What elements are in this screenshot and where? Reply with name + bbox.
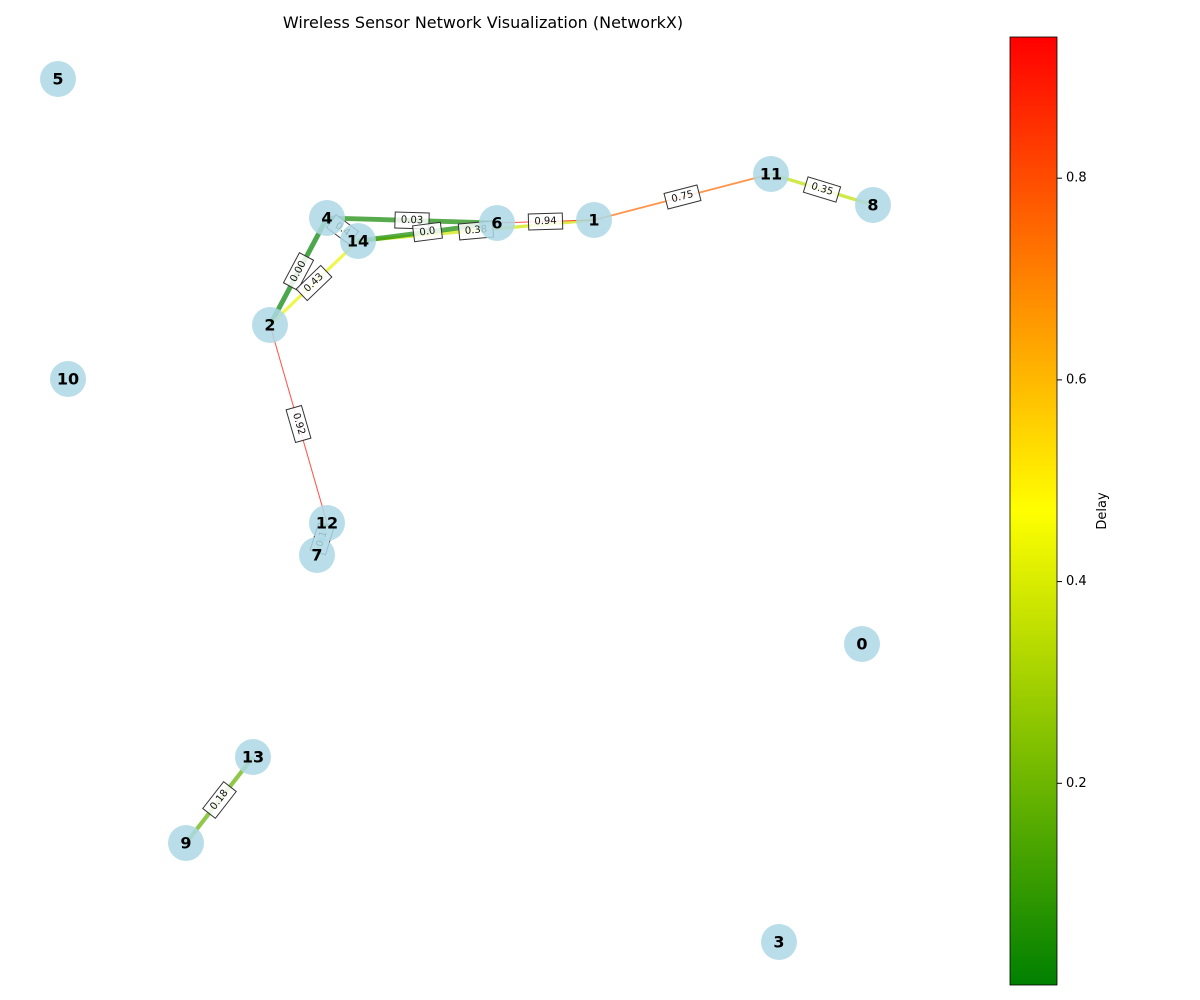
node-circle [235, 739, 271, 775]
node-label: 0 [856, 635, 867, 654]
node-13: 13 [235, 739, 271, 775]
node-circle [753, 156, 789, 192]
node-circle [168, 825, 204, 861]
node-circle [252, 307, 288, 343]
node-14: 14 [340, 223, 376, 259]
edge-label-6-1: 0.94 [527, 212, 564, 231]
node-label: 10 [57, 370, 79, 389]
edge-label-box [802, 176, 842, 203]
edge-label-box [295, 264, 333, 302]
node-circle [40, 61, 76, 97]
node-11: 11 [753, 156, 789, 192]
edge-label-text: 0.0 [419, 226, 436, 239]
edge-label-2-12: 0.92 [285, 404, 312, 444]
node-6: 6 [479, 205, 515, 241]
colorbar: 0.2 0.4 0.6 0.8 Delay [1009, 36, 1110, 986]
node-3: 3 [761, 924, 797, 960]
edge-label-2-14: 0.43 [295, 264, 333, 302]
node-label: 12 [316, 514, 338, 533]
edge-label-box [285, 404, 312, 444]
node-0: 0 [844, 626, 880, 662]
colorbar-tick-label: 0.2 [1066, 776, 1087, 791]
edge-label-text: 0.03 [401, 215, 424, 227]
colorbar-tick-label: 0.6 [1066, 372, 1087, 387]
node-1: 1 [576, 202, 612, 238]
node-label: 3 [773, 933, 784, 952]
edge-label-box [202, 780, 237, 820]
edge-label-text: 0.75 [670, 189, 694, 205]
node-label: 11 [760, 165, 782, 184]
colorbar-tick-label: 0.4 [1066, 574, 1087, 589]
node-12: 12 [309, 505, 345, 541]
node-label: 13 [242, 748, 264, 767]
node-label: 5 [52, 70, 63, 89]
chart-title: Wireless Sensor Network Visualization (N… [283, 13, 683, 32]
edge-label-4-2: 0.00 [282, 252, 315, 291]
edge-label-box [527, 212, 564, 231]
edge-label-6-14: 0.0 [412, 221, 443, 243]
node-8: 8 [855, 187, 891, 223]
node-circle [309, 200, 345, 236]
node-label: 6 [491, 214, 502, 233]
edge-label-13-9: 0.18 [202, 780, 237, 820]
colorbar-label: Delay [1095, 492, 1110, 530]
node-circle [761, 924, 797, 960]
edge-label-box [282, 252, 315, 291]
edge-label-box [412, 221, 443, 243]
node-label: 1 [588, 211, 599, 230]
node-label: 14 [347, 232, 369, 251]
node-label: 4 [321, 209, 332, 228]
edge-label-11-8: 0.35 [802, 176, 842, 203]
node-2: 2 [252, 307, 288, 343]
node-10: 10 [50, 361, 86, 397]
colorbar-gradient [1009, 36, 1058, 986]
node-circle [299, 537, 335, 573]
node-circle [340, 223, 376, 259]
node-circle [309, 505, 345, 541]
node-7: 7 [299, 537, 335, 573]
node-9: 9 [168, 825, 204, 861]
node-5: 5 [40, 61, 76, 97]
node-circle [576, 202, 612, 238]
colorbar-ticks: 0.2 0.4 0.6 0.8 [1057, 171, 1087, 791]
node-label: 9 [180, 834, 191, 853]
node-label: 7 [311, 546, 322, 565]
colorbar-tick-label: 0.8 [1066, 171, 1087, 186]
edge-label-1-11: 0.75 [663, 184, 702, 210]
node-circle [479, 205, 515, 241]
node-label: 2 [264, 316, 275, 335]
edge-label-text: 0.94 [534, 216, 557, 228]
node-label: 8 [867, 196, 878, 215]
node-circle [50, 361, 86, 397]
node-circle [844, 626, 880, 662]
edge-label-box [663, 184, 702, 210]
node-circle [855, 187, 891, 223]
node-4: 4 [309, 200, 345, 236]
edge-labels-layer: 0.030.380.00.940.75 0.350.000.430.40.920.… [202, 176, 842, 820]
